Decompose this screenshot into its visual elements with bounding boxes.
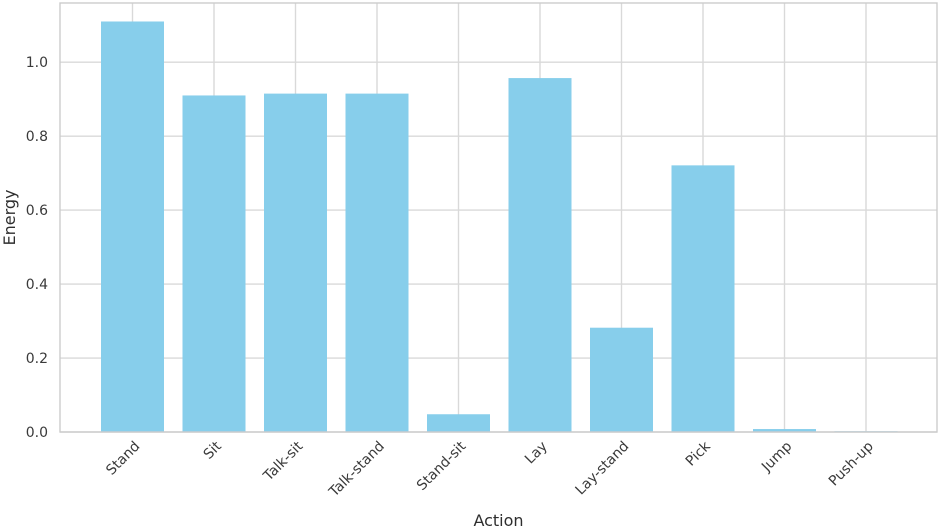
x-tick-label: Push-up [826, 438, 877, 489]
x-tick-labels: Stand Sit Talk-sit Talk-stand Stand-sit Lay La… [103, 438, 877, 501]
x-tick-label: Jump [758, 438, 795, 475]
y-tick-label: 0.4 [26, 277, 48, 293]
x-tick-label: Stand-sit [414, 438, 470, 494]
bar-stand [101, 21, 164, 432]
y-tick-label: 0.8 [26, 129, 48, 145]
y-tick-label: 0.2 [26, 351, 48, 367]
bar-sit [182, 95, 246, 432]
bar-talk-stand [345, 93, 409, 432]
x-tick-label: Stand [103, 439, 143, 479]
y-tick-label: 0.6 [26, 203, 48, 219]
x-tick-label: Sit [201, 438, 226, 463]
y-tick-labels: 0.0 0.2 0.4 0.6 0.8 1.0 [26, 55, 48, 441]
bar-pick [671, 165, 735, 432]
x-tick-label: Talk-sit [260, 438, 307, 485]
y-tick-label: 1.0 [26, 55, 48, 71]
bars [101, 21, 898, 432]
x-tick-label: Lay-stand [573, 439, 633, 499]
y-axis-label: Energy [0, 189, 19, 245]
x-axis-label: Action [473, 511, 523, 529]
y-tick-label: 0.0 [26, 425, 48, 441]
bar-talk-sit [264, 93, 327, 432]
bar-lay-stand [590, 327, 653, 432]
x-tick-label: Talk-stand [326, 439, 388, 501]
bar-jump [753, 429, 816, 432]
x-tick-label: Lay [522, 439, 551, 468]
plot-frame [59, 2, 938, 433]
x-tick-label: Pick [683, 438, 715, 470]
bar-stand-sit [427, 414, 490, 432]
bar-lay [508, 78, 572, 432]
